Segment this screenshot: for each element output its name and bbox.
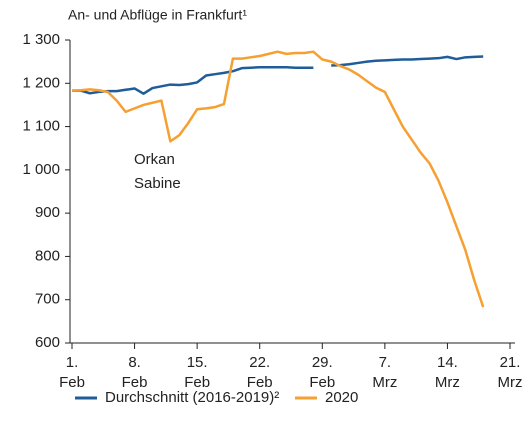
x-tick-label: Feb [309, 374, 335, 391]
x-tick-label: 22. [249, 354, 270, 371]
y-tick-label: 1 000 [22, 161, 60, 178]
y-tick-label: 600 [35, 334, 60, 351]
x-tick-label: 1. [66, 354, 79, 371]
series-line [71, 50, 485, 308]
x-tick-label: 29. [312, 354, 333, 371]
x-tick-label: Mrz [372, 374, 397, 391]
x-tick-label: Feb [59, 374, 85, 391]
x-tick-label: 21. [500, 354, 521, 371]
legend-label: Durchschnitt (2016-2019)² [105, 389, 279, 406]
x-tick-label: 14. [437, 354, 458, 371]
x-tick-label: Feb [184, 374, 210, 391]
x-tick-label: Feb [247, 374, 273, 391]
x-tick-label: Mrz [435, 374, 460, 391]
y-tick-label: 1 200 [22, 74, 60, 91]
y-tick-label: 700 [35, 291, 60, 308]
x-tick-label: Mrz [498, 374, 523, 391]
series-line [72, 66, 314, 95]
annotation: Orkan [134, 151, 175, 168]
annotation: Sabine [134, 175, 181, 192]
y-tick-label: 1 100 [22, 118, 60, 135]
x-tick-label: Feb [122, 374, 148, 391]
x-tick-label: 7. [379, 354, 392, 371]
x-tick-label: 15. [187, 354, 208, 371]
series-line [331, 55, 484, 67]
x-tick-label: 8. [128, 354, 141, 371]
chart-title: An- und Abflüge in Frankfurt¹ [68, 7, 247, 23]
y-tick-label: 1 300 [22, 31, 60, 48]
y-tick-label: 800 [35, 247, 60, 264]
legend-label: 2020 [325, 389, 358, 406]
y-tick-label: 900 [35, 204, 60, 221]
